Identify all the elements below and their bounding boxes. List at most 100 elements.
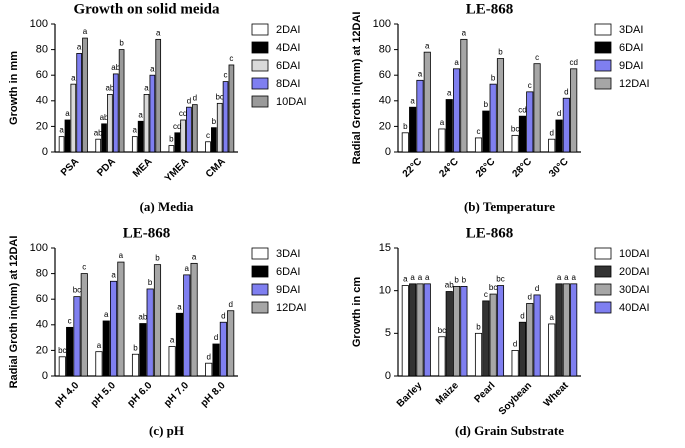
x-tick-label: 22°C bbox=[401, 156, 425, 180]
significance-letter: bc bbox=[496, 275, 504, 284]
legend-label: 2DAI bbox=[276, 24, 300, 36]
significance-letter: d bbox=[193, 94, 197, 103]
x-tick-label: 26°C bbox=[474, 156, 498, 180]
legend-swatch bbox=[251, 265, 269, 278]
x-tick-label: 24°C bbox=[437, 156, 461, 180]
significance-letter: a bbox=[133, 126, 138, 135]
y-tick-label: 20 bbox=[36, 344, 48, 356]
bar bbox=[118, 49, 125, 153]
y-tick-label: 60 bbox=[379, 69, 391, 81]
x-tick-label: Pearl bbox=[472, 380, 497, 405]
legend-label: 6DAI bbox=[619, 42, 643, 54]
bar bbox=[168, 145, 175, 153]
significance-letter: ab bbox=[94, 128, 103, 137]
bar bbox=[155, 38, 162, 153]
y-tick-label: 15 bbox=[379, 242, 391, 254]
bar bbox=[107, 94, 113, 153]
y-tick-label: 100 bbox=[373, 18, 391, 30]
legend-label: 6DAI bbox=[276, 266, 300, 278]
legend-swatch bbox=[594, 247, 612, 260]
significance-letter: a bbox=[111, 270, 116, 279]
bar bbox=[453, 286, 461, 377]
significance-letter: b bbox=[476, 322, 481, 331]
significance-letter: bc bbox=[489, 283, 497, 292]
caption: (d) Grain Substrate bbox=[455, 423, 564, 438]
significance-letter: a bbox=[571, 273, 576, 282]
bar bbox=[146, 288, 154, 377]
bar bbox=[496, 285, 505, 377]
y-tick-label: 100 bbox=[30, 18, 48, 30]
legend-label: 10DAI bbox=[619, 248, 650, 260]
bar bbox=[174, 132, 181, 153]
bar bbox=[228, 64, 235, 153]
x-tick-label: Barley bbox=[395, 380, 425, 410]
significance-letter: b bbox=[133, 343, 138, 352]
significance-letter: a bbox=[410, 96, 415, 105]
legend-label: 30DAI bbox=[619, 284, 650, 296]
bar bbox=[460, 38, 468, 153]
x-tick-label: 30°C bbox=[547, 156, 571, 180]
legend-label: 8DAI bbox=[276, 78, 300, 90]
y-tick-label: 80 bbox=[379, 44, 391, 56]
significance-letter: a bbox=[418, 69, 423, 78]
bar bbox=[401, 132, 409, 153]
bar bbox=[562, 283, 570, 377]
y-tick-label: 0 bbox=[385, 146, 391, 158]
y-tick-label: 40 bbox=[36, 319, 48, 331]
significance-letter: bc bbox=[511, 124, 519, 133]
bar bbox=[175, 312, 183, 377]
y-tick-label: 40 bbox=[379, 95, 391, 107]
bar bbox=[227, 310, 235, 377]
bar bbox=[423, 51, 431, 153]
y-tick-label: 0 bbox=[385, 370, 391, 382]
bar bbox=[216, 102, 223, 153]
bar bbox=[445, 99, 453, 153]
significance-letter: c bbox=[82, 263, 86, 272]
significance-letter: ab bbox=[111, 63, 120, 72]
y-tick-label: 20 bbox=[36, 120, 48, 132]
significance-letter: b bbox=[403, 122, 408, 131]
significance-letter: a bbox=[177, 302, 182, 311]
bar bbox=[474, 332, 483, 377]
bar bbox=[110, 280, 118, 377]
bar bbox=[73, 296, 81, 377]
bar bbox=[548, 323, 556, 377]
legend-swatch bbox=[251, 41, 269, 54]
bar bbox=[548, 138, 556, 153]
bar bbox=[131, 353, 140, 377]
significance-letter: c bbox=[229, 54, 233, 63]
significance-letter: a bbox=[425, 273, 430, 282]
x-tick-label: CMA bbox=[204, 156, 228, 180]
caption: (b) Temperature bbox=[464, 199, 555, 214]
bar bbox=[489, 83, 497, 153]
legend-label: 12DAI bbox=[619, 78, 650, 90]
significance-letter: a bbox=[97, 341, 102, 350]
significance-letter: b bbox=[119, 39, 124, 48]
y-tick-label: 80 bbox=[36, 44, 48, 56]
significance-letter: a bbox=[185, 264, 190, 273]
significance-letter: c bbox=[484, 290, 488, 299]
bar bbox=[570, 68, 578, 153]
x-tick-label: PSA bbox=[59, 156, 81, 178]
significance-letter: cd bbox=[173, 122, 181, 131]
significance-letter: a bbox=[549, 313, 554, 322]
y-tick-label: 40 bbox=[36, 95, 48, 107]
legend-swatch bbox=[251, 283, 269, 296]
bar bbox=[212, 343, 220, 377]
significance-letter: a bbox=[119, 251, 124, 260]
significance-letter: a bbox=[138, 110, 143, 119]
legend-label: 9DAI bbox=[619, 60, 643, 72]
significance-letter: bc bbox=[58, 346, 66, 355]
x-tick-label: PDA bbox=[95, 156, 118, 179]
significance-letter: b bbox=[454, 276, 459, 285]
significance-letter: a bbox=[59, 126, 64, 135]
significance-letter: d bbox=[187, 96, 191, 105]
significance-letter: c bbox=[206, 131, 210, 140]
significance-letter: b bbox=[498, 48, 503, 57]
bar bbox=[222, 81, 229, 153]
significance-letter: d bbox=[513, 340, 517, 349]
bar bbox=[211, 127, 217, 153]
bar bbox=[153, 264, 162, 377]
significance-letter: d bbox=[528, 293, 532, 302]
